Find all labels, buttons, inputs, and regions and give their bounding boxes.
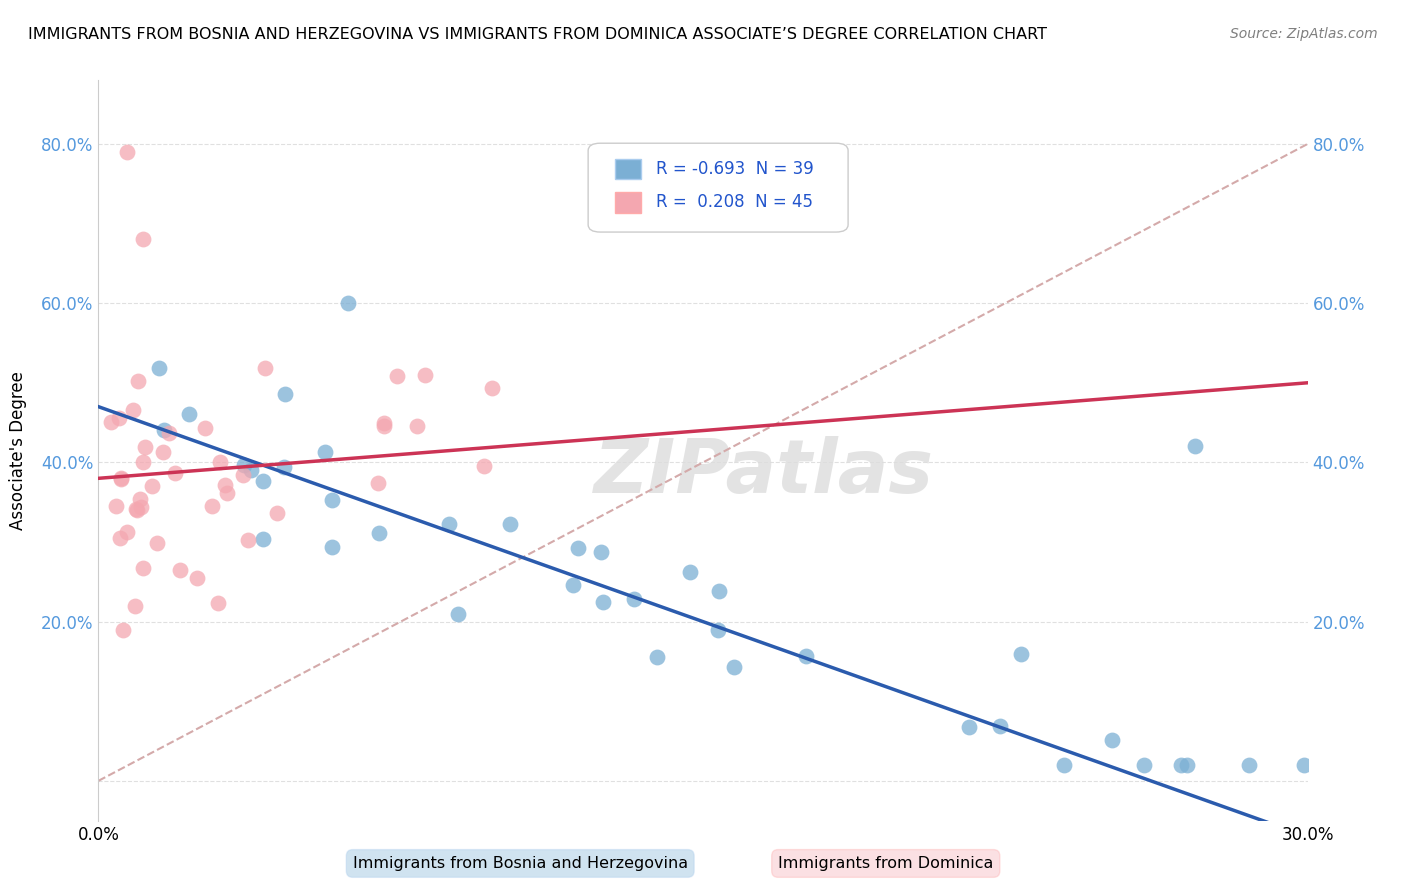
Point <box>194 421 217 435</box>
Point <box>134 441 156 455</box>
Text: ZIPatlas: ZIPatlas <box>593 436 934 509</box>
Point <box>1010 647 1032 661</box>
Point <box>145 536 167 550</box>
Y-axis label: Associate's Degree: Associate's Degree <box>10 371 27 530</box>
Point <box>177 407 200 421</box>
Point <box>707 623 730 637</box>
Point <box>957 720 980 734</box>
Point <box>115 145 138 159</box>
Point <box>273 460 295 475</box>
Point <box>110 472 132 486</box>
Point <box>481 381 503 395</box>
Point <box>132 561 155 575</box>
Point <box>207 596 229 610</box>
Point <box>367 526 389 541</box>
Point <box>794 648 817 663</box>
Point <box>567 541 589 555</box>
Point <box>232 468 254 483</box>
Point <box>1184 440 1206 454</box>
Point <box>186 571 208 585</box>
Point <box>679 565 702 579</box>
Point <box>1175 758 1198 772</box>
Point <box>152 445 174 459</box>
Point <box>373 416 395 430</box>
Point <box>337 296 360 310</box>
Point <box>115 524 138 539</box>
Point <box>238 533 260 547</box>
Point <box>127 503 149 517</box>
Point <box>321 540 343 554</box>
Point <box>1170 758 1192 772</box>
Point <box>406 418 429 433</box>
Point <box>128 492 150 507</box>
Point <box>201 499 224 513</box>
Text: IMMIGRANTS FROM BOSNIA AND HERZEGOVINA VS IMMIGRANTS FROM DOMINICA ASSOCIATE’S D: IMMIGRANTS FROM BOSNIA AND HERZEGOVINA V… <box>28 27 1047 42</box>
Point <box>437 516 460 531</box>
Point <box>314 445 336 459</box>
Point <box>447 607 470 621</box>
Point <box>124 599 146 613</box>
Point <box>111 623 134 637</box>
Point <box>100 415 122 429</box>
Point <box>153 423 176 437</box>
Point <box>472 458 495 473</box>
Point <box>233 458 256 472</box>
Point <box>148 360 170 375</box>
Point <box>413 368 436 382</box>
Point <box>709 583 731 598</box>
Text: R =  0.208  N = 45: R = 0.208 N = 45 <box>655 194 813 211</box>
Point <box>214 477 236 491</box>
FancyBboxPatch shape <box>588 144 848 232</box>
Point <box>723 660 745 674</box>
Bar <box>614 192 641 213</box>
Point <box>988 719 1011 733</box>
Point <box>1133 758 1156 772</box>
Point <box>645 650 668 665</box>
Point <box>589 545 612 559</box>
Point <box>239 463 262 477</box>
Point <box>132 232 155 246</box>
Point <box>110 471 132 485</box>
Point <box>121 403 143 417</box>
Point <box>1292 758 1315 772</box>
Point <box>592 595 614 609</box>
Point <box>108 411 131 425</box>
Text: Source: ZipAtlas.com: Source: ZipAtlas.com <box>1230 27 1378 41</box>
Point <box>169 563 191 577</box>
Point <box>562 578 585 592</box>
Point <box>367 475 389 490</box>
Point <box>141 478 163 492</box>
Point <box>124 502 146 516</box>
Text: R = -0.693  N = 39: R = -0.693 N = 39 <box>655 161 814 178</box>
Point <box>253 360 276 375</box>
Point <box>208 455 231 469</box>
Point <box>499 516 522 531</box>
Point <box>266 507 288 521</box>
Point <box>157 425 180 440</box>
Point <box>385 368 408 383</box>
Point <box>215 486 238 500</box>
Point <box>131 455 153 469</box>
Point <box>252 474 274 488</box>
Point <box>108 531 131 545</box>
Point <box>129 500 152 514</box>
Bar <box>614 159 641 179</box>
Point <box>1239 758 1261 772</box>
Point <box>165 467 187 481</box>
Text: Immigrants from Dominica: Immigrants from Dominica <box>778 856 994 871</box>
Point <box>1052 758 1074 772</box>
Point <box>127 374 149 388</box>
Point <box>321 492 343 507</box>
Point <box>273 386 295 401</box>
Point <box>104 499 127 513</box>
Point <box>373 419 395 434</box>
Point <box>1101 732 1123 747</box>
Text: Immigrants from Bosnia and Herzegovina: Immigrants from Bosnia and Herzegovina <box>353 856 688 871</box>
Point <box>623 591 645 606</box>
Point <box>252 532 274 546</box>
